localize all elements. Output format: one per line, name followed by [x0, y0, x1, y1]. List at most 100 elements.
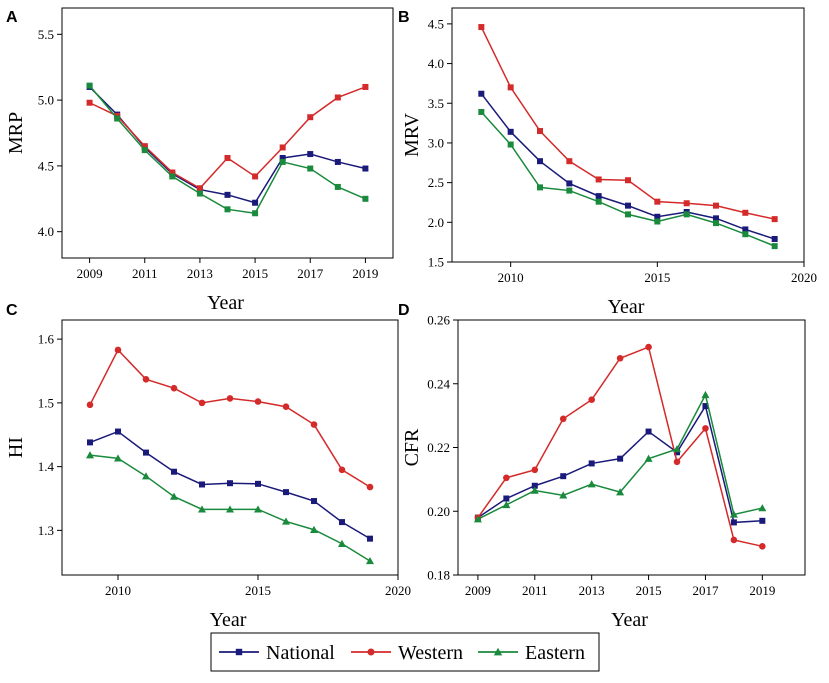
legend-item-eastern: Eastern [478, 642, 585, 664]
x-tick-label: 2020 [385, 583, 411, 598]
data-point-national [702, 403, 709, 410]
data-point-eastern [224, 206, 231, 213]
data-point-eastern [196, 190, 203, 197]
data-point-national [507, 128, 514, 135]
x-tick-label: 2019 [352, 266, 378, 281]
data-point-eastern [559, 491, 568, 499]
y-tick-label: 2.0 [428, 215, 444, 230]
y-axis-title: HI [5, 437, 27, 458]
data-point-national [566, 180, 573, 187]
data-point-national [87, 439, 93, 446]
data-point-eastern [114, 454, 122, 462]
data-point-eastern [507, 141, 514, 148]
data-point-eastern [729, 510, 738, 518]
data-point-eastern [114, 115, 121, 122]
data-point-western [673, 458, 681, 466]
data-point-western [645, 343, 652, 351]
data-point-western [254, 398, 262, 405]
data-point-national [339, 519, 345, 526]
panel-letter: C [6, 302, 18, 319]
series-line-western [480, 26, 775, 220]
data-point-western [559, 415, 567, 423]
panel-a: A 2009 2011 2013 2015 2017 2019 4.0 4.5 5.0 5.5 Yea… [5, 7, 394, 314]
data-point-eastern [86, 82, 93, 89]
legend-box [210, 632, 600, 672]
x-tick-label: 2015 [245, 583, 271, 598]
data-point-western [537, 128, 543, 135]
data-point-eastern [742, 231, 749, 238]
series-eastern [478, 108, 778, 250]
data-point-western [86, 99, 93, 106]
data-point-western [142, 375, 150, 383]
series-national [87, 428, 373, 542]
data-point-eastern [362, 195, 369, 202]
data-point-national [227, 480, 233, 487]
data-point-eastern [254, 505, 262, 513]
series-national [86, 83, 369, 206]
x-axis-title: Year [210, 609, 247, 631]
x-tick-label: 2015 [644, 270, 670, 285]
data-point-national [617, 455, 624, 462]
data-point-western [282, 403, 290, 411]
data-point-eastern [338, 539, 346, 547]
y-tick-label: 1.5 [428, 255, 444, 270]
plot-frame [451, 7, 805, 263]
data-point-national [537, 158, 543, 165]
data-point-national [252, 199, 259, 206]
y-tick-label: 0.20 [427, 504, 450, 519]
y-tick-label: 5.0 [38, 93, 54, 108]
data-point-western [713, 202, 719, 209]
data-point-western [198, 399, 206, 407]
legend: National Western Eastern [210, 632, 600, 672]
y-tick-label: 1.4 [38, 459, 55, 474]
data-point-western [252, 173, 259, 180]
panel-b: B 2010 2015 2020 1.5 2.0 2.5 3.0 3.5 4.0 4.5 Year MR… [398, 7, 817, 318]
data-point-national [713, 215, 719, 222]
data-point-national [171, 468, 177, 475]
data-point-western [141, 143, 148, 150]
legend-label: National [266, 642, 335, 664]
data-point-eastern [587, 480, 596, 488]
data-point-eastern [502, 500, 511, 509]
x-tick-label: 2017 [297, 266, 324, 281]
data-point-national [279, 155, 286, 161]
data-point-national [367, 535, 373, 542]
data-point-western [310, 421, 318, 428]
data-point-western [86, 401, 94, 409]
data-point-western [702, 425, 709, 432]
y-tick-label: 1.3 [38, 523, 54, 538]
data-point-eastern [673, 445, 682, 453]
series-western [478, 24, 778, 223]
data-point-national [759, 517, 766, 524]
data-point-western [616, 354, 624, 362]
data-point-western [226, 395, 234, 402]
data-point-national [654, 213, 661, 220]
data-point-western [366, 483, 374, 491]
y-tick-label: 3.0 [428, 135, 444, 150]
data-point-eastern [282, 517, 290, 525]
x-tick-label: 2010 [105, 583, 131, 598]
panel-d: D 2009 2011 2013 2015 2017 2019 0.18 0.20 0.22 0.2… [398, 302, 806, 631]
data-point-western [730, 536, 738, 544]
data-point-national [283, 489, 289, 496]
y-tick-label: 0.18 [427, 568, 450, 583]
data-point-western [654, 198, 661, 205]
data-point-western [334, 94, 341, 101]
data-point-western [507, 84, 514, 91]
data-point-national [503, 495, 510, 502]
legend-marker-circle [367, 648, 375, 656]
data-point-western [307, 114, 314, 121]
data-point-eastern [307, 165, 314, 172]
data-point-national [115, 428, 121, 435]
plot-frame [61, 7, 394, 259]
y-tick-label: 1.6 [38, 332, 55, 347]
y-tick-label: 5.5 [38, 27, 54, 42]
data-point-western [338, 466, 346, 474]
data-point-western [566, 158, 573, 165]
data-point-eastern [478, 108, 485, 115]
x-axis-title: Year [611, 609, 648, 631]
data-point-eastern [771, 243, 778, 250]
x-tick-label: 2009 [77, 266, 103, 281]
data-point-eastern [530, 486, 539, 494]
data-point-national [742, 226, 749, 233]
